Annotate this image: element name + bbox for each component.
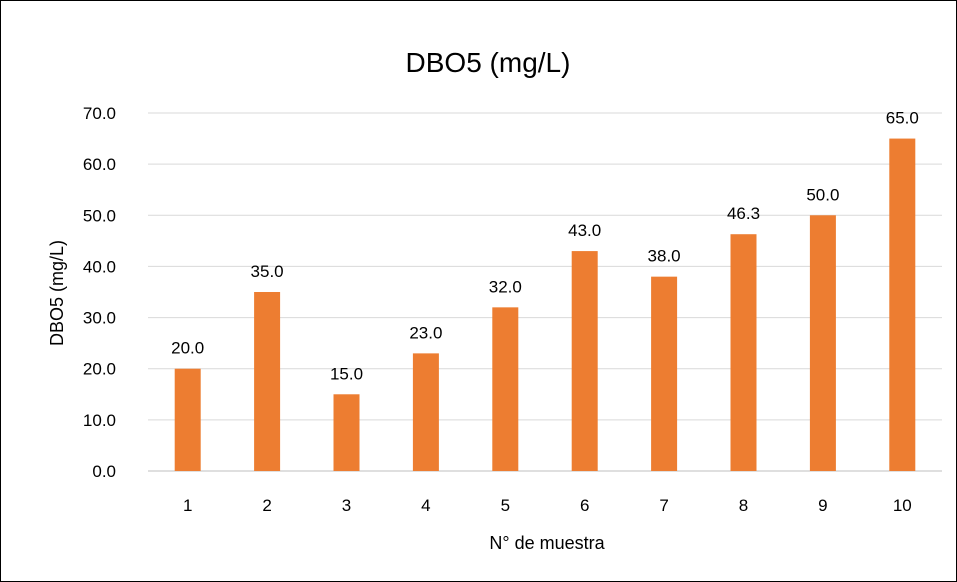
x-tick-label: 5 [501, 496, 510, 515]
data-label: 20.0 [171, 339, 204, 358]
bar [254, 292, 281, 471]
bar [651, 276, 678, 471]
x-tick-label: 1 [183, 496, 192, 515]
data-label: 43.0 [568, 221, 601, 240]
bar [809, 215, 836, 471]
bar [571, 251, 598, 471]
bar [412, 353, 439, 471]
x-axis-label: N° de muestra [489, 533, 605, 553]
data-label: 32.0 [489, 277, 522, 296]
bar [333, 394, 360, 471]
data-label: 35.0 [251, 262, 284, 281]
y-tick-label: 30.0 [83, 309, 116, 328]
y-tick-label: 40.0 [83, 257, 116, 276]
bar [492, 307, 519, 471]
y-tick-label: 50.0 [83, 206, 116, 225]
bar [730, 234, 757, 471]
data-label: 15.0 [330, 364, 363, 383]
x-tick-label: 6 [580, 496, 589, 515]
data-labels: 20.0 35.0 15.0 23.0 32.0 43.0 38.0 46.3 50.0 65.0 [171, 109, 919, 384]
y-tick-label: 0.0 [92, 462, 116, 481]
x-tick-label: 9 [818, 496, 827, 515]
x-tick-label: 4 [421, 496, 430, 515]
data-label: 50.0 [806, 185, 839, 204]
y-axis-ticks: 0.0 10.0 20.0 30.0 40.0 50.0 60.0 70.0 [83, 104, 116, 481]
x-axis-ticks: 1 2 3 4 5 6 7 8 9 10 [183, 496, 912, 515]
x-tick-label: 3 [342, 496, 351, 515]
y-tick-label: 10.0 [83, 411, 116, 430]
y-tick-label: 20.0 [83, 360, 116, 379]
x-tick-label: 8 [739, 496, 748, 515]
data-label: 23.0 [409, 323, 442, 342]
x-tick-label: 10 [893, 496, 912, 515]
data-label: 38.0 [648, 247, 681, 266]
data-label: 65.0 [886, 109, 919, 128]
gridlines [148, 112, 942, 472]
x-tick-label: 2 [262, 496, 271, 515]
chart-title: DBO5 (mg/L) [406, 47, 571, 78]
data-label: 46.3 [727, 204, 760, 223]
y-axis-label: DBO5 (mg/L) [47, 240, 67, 346]
y-tick-label: 70.0 [83, 104, 116, 123]
bar [174, 368, 201, 471]
x-tick-label: 7 [659, 496, 668, 515]
bars [174, 138, 916, 472]
bar [889, 138, 916, 472]
y-tick-label: 60.0 [83, 155, 116, 174]
